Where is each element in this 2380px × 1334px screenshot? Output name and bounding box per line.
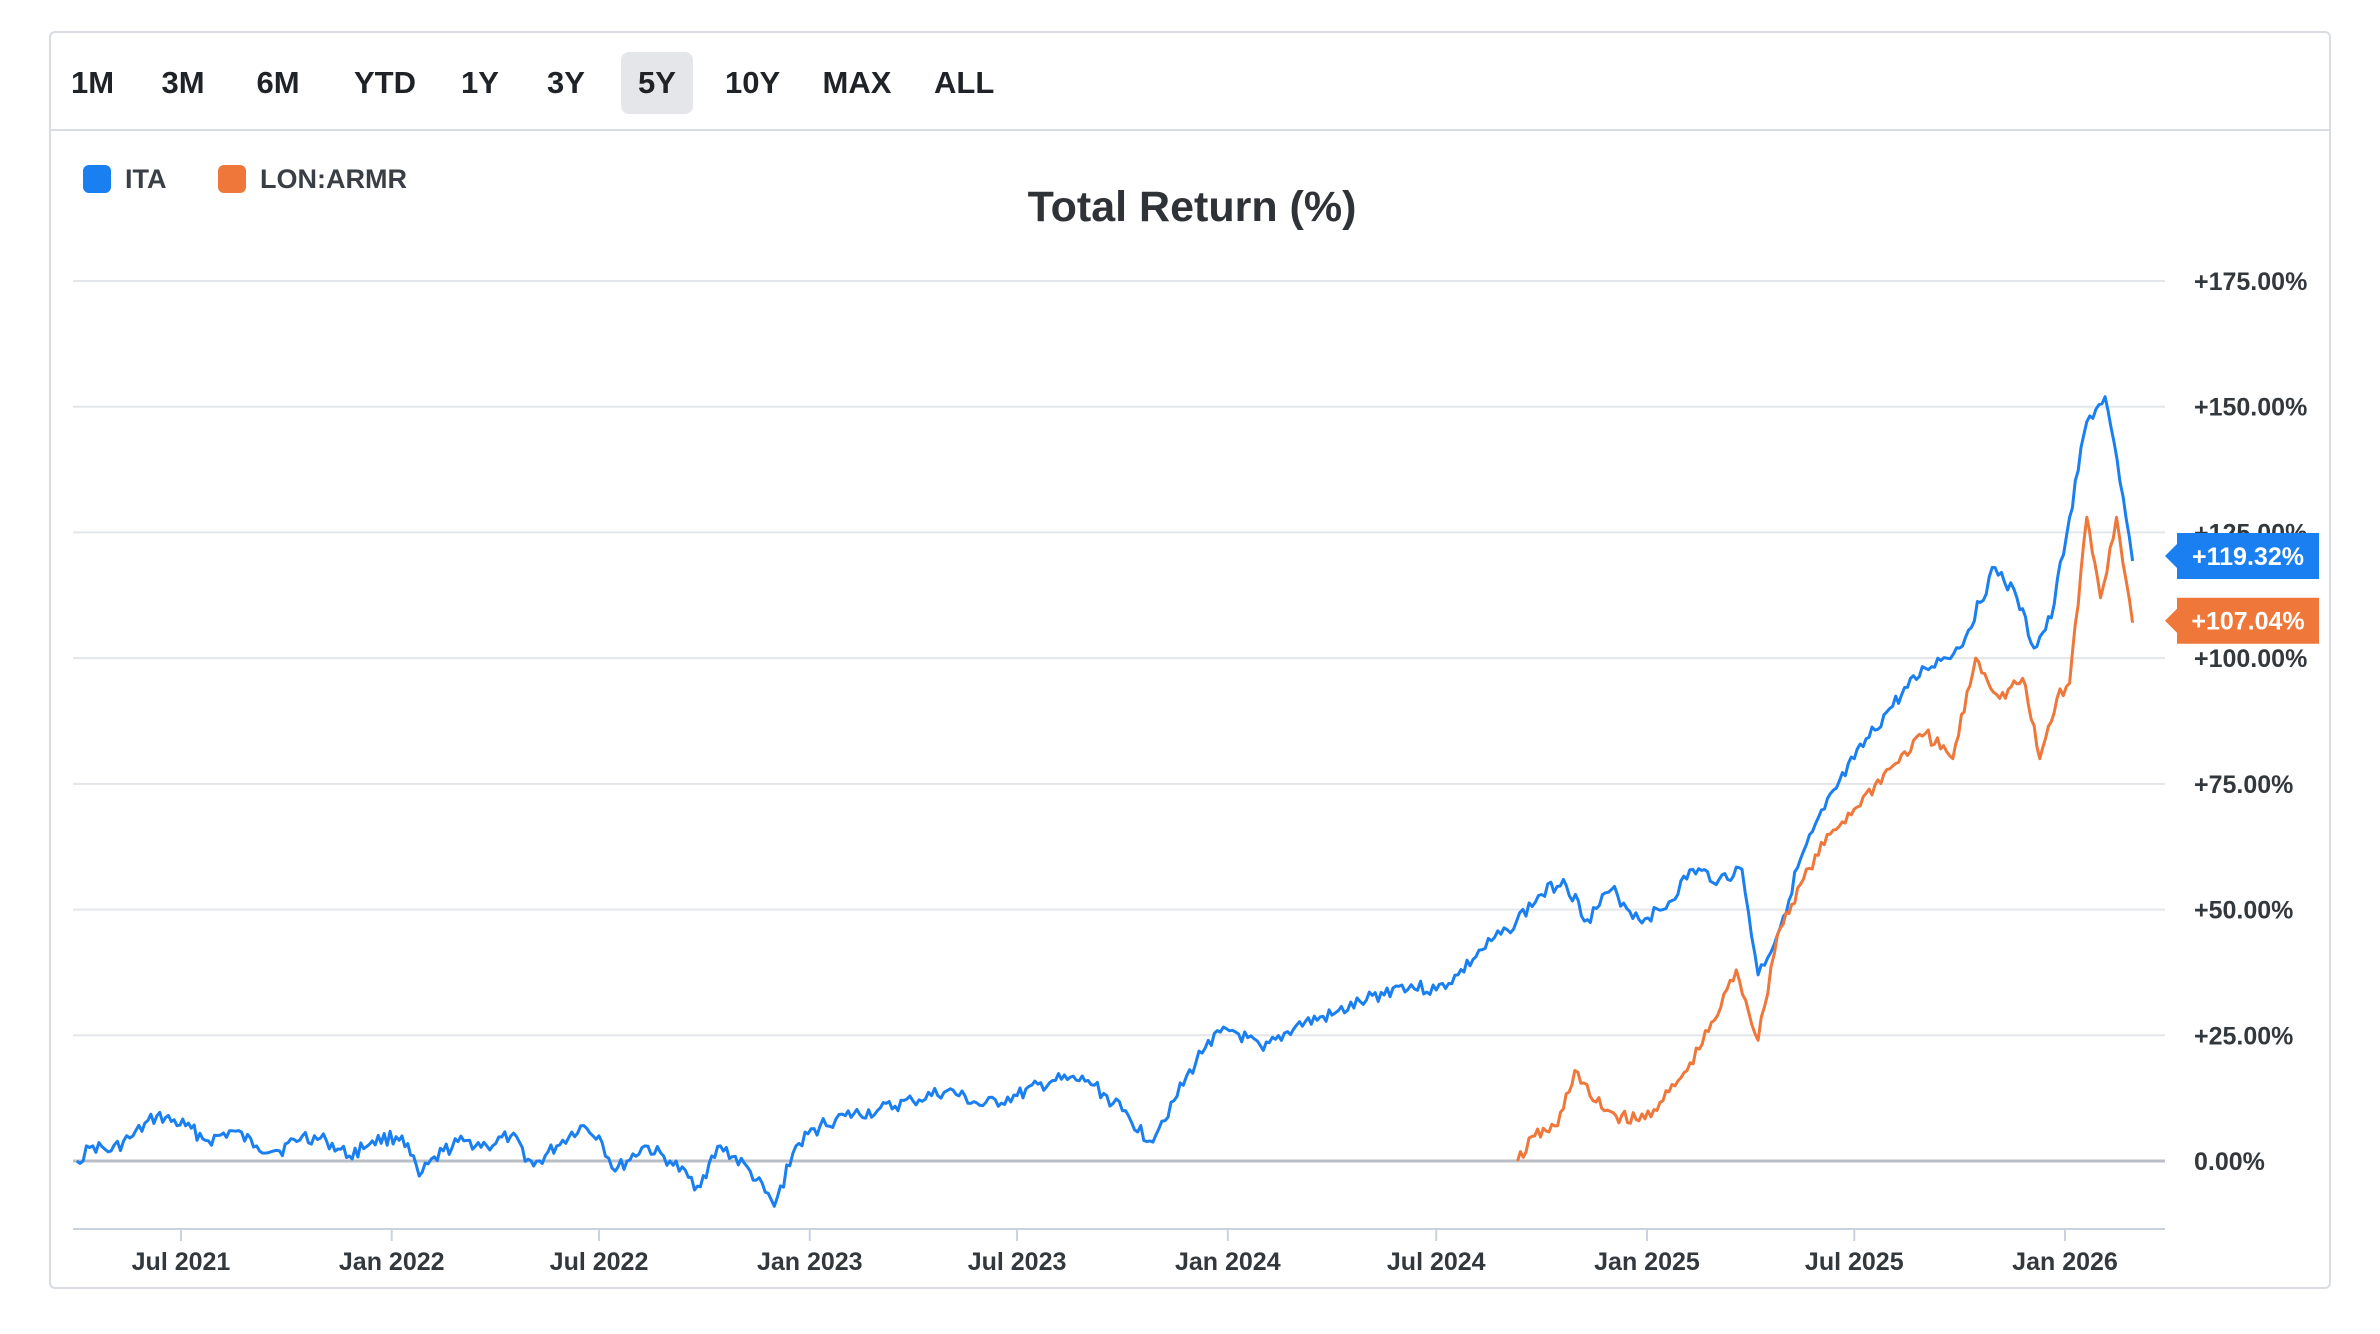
chart-plot: +175.00%+150.00%+125.00%+100.00%+75.00%+… (73, 268, 2319, 1276)
y-tick-label: +175.00% (2194, 268, 2307, 296)
time-range-bar: 1M 3M 6M YTD 1Y 3Y 5Y 10Y MAX ALL (51, 33, 2329, 131)
x-tick-label: Jul 2024 (1387, 1248, 1486, 1276)
x-tick-label: Jul 2022 (550, 1248, 649, 1276)
y-tick-label: +25.00% (2194, 1022, 2293, 1050)
end-value-label-lon-armr: +107.04% (2191, 608, 2304, 636)
x-tick-label: Jan 2025 (1594, 1248, 1700, 1276)
x-tick-label: Jan 2024 (1175, 1248, 1281, 1276)
series-line-ita (75, 395, 2135, 1208)
legend-label-ita: ITA (125, 164, 167, 194)
range-tab-all[interactable]: ALL (934, 65, 995, 100)
y-tick-label: +100.00% (2194, 645, 2307, 673)
range-tab-10y[interactable]: 10Y (725, 65, 781, 100)
range-tab-6m[interactable]: 6M (256, 65, 300, 100)
x-tick-label: Jul 2025 (1805, 1248, 1904, 1276)
legend-item-ita[interactable]: ITA (83, 161, 167, 197)
range-tab-1m[interactable]: 1M (71, 65, 115, 100)
x-tick-label: Jul 2023 (968, 1248, 1067, 1276)
x-tick-label: Jan 2023 (757, 1248, 863, 1276)
range-tab-ytd[interactable]: YTD (354, 65, 416, 100)
legend-item-lon-armr[interactable]: LON:ARMR (218, 161, 407, 197)
end-value-label-ita: +119.32% (2192, 543, 2304, 571)
x-tick-label: Jan 2026 (2012, 1248, 2118, 1276)
legend-label-lon-armr: LON:ARMR (260, 164, 407, 194)
range-tab-3m[interactable]: 3M (161, 65, 205, 100)
end-value-tag-lon-armr (2165, 597, 2319, 644)
y-tick-label: +50.00% (2194, 897, 2293, 925)
y-tick-label: 0.00% (2194, 1148, 2265, 1176)
range-tab-3y[interactable]: 3Y (547, 65, 585, 100)
chart-title: Total Return (%) (1027, 183, 1357, 231)
y-tick-label: +150.00% (2194, 394, 2307, 422)
y-tick-label: +75.00% (2194, 771, 2293, 799)
range-tab-5y[interactable]: 5Y (621, 52, 693, 114)
legend-swatch-lon-armr (218, 165, 246, 193)
range-tab-1y[interactable]: 1Y (461, 65, 499, 100)
legend-swatch-ita (83, 165, 111, 193)
range-tab-max[interactable]: MAX (822, 65, 892, 100)
end-value-tag-ita (2165, 532, 2319, 579)
x-tick-label: Jan 2022 (339, 1248, 445, 1276)
chart-card: 1M 3M 6M YTD 1Y 3Y 5Y 10Y MAX ALL ITA LON:ARMR To… (49, 31, 2331, 1289)
x-tick-label: Jul 2021 (132, 1248, 231, 1276)
series-line-lon-armr (1516, 515, 2135, 1162)
